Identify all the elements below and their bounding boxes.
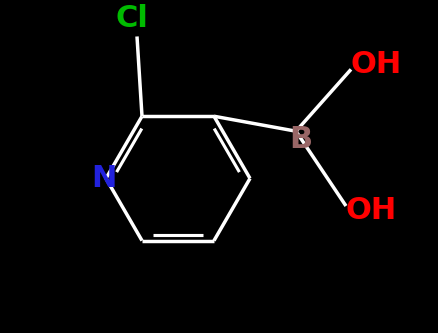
Text: OH: OH <box>350 50 401 79</box>
Text: B: B <box>289 125 312 154</box>
Text: OH: OH <box>345 196 396 225</box>
Text: N: N <box>91 164 117 193</box>
Text: Cl: Cl <box>115 4 148 33</box>
